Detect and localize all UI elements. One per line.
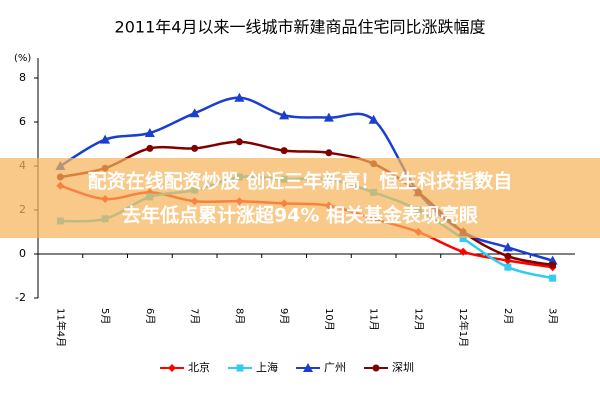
legend-label: 上海 bbox=[256, 360, 278, 374]
point bbox=[549, 274, 557, 282]
point bbox=[325, 149, 333, 157]
x-tick-label: 12年1月 bbox=[457, 308, 470, 347]
legend-label: 广州 bbox=[324, 361, 346, 374]
point bbox=[236, 364, 244, 372]
x-tick-label: 7月 bbox=[189, 308, 201, 324]
x-tick-label: 8月 bbox=[233, 308, 245, 324]
y-tick-label: 8 bbox=[19, 71, 26, 84]
y-tick-label: 0 bbox=[19, 247, 26, 260]
point bbox=[459, 235, 467, 243]
point bbox=[146, 144, 154, 152]
point bbox=[502, 242, 513, 252]
point bbox=[234, 92, 245, 102]
point bbox=[279, 110, 290, 120]
y-tick-label: 6 bbox=[19, 115, 26, 128]
legend-label: 深圳 bbox=[392, 361, 414, 374]
point bbox=[191, 144, 199, 152]
point bbox=[504, 252, 512, 260]
point bbox=[168, 364, 176, 372]
x-tick-label: 2月 bbox=[502, 308, 514, 324]
chart-title: 2011年4月以来一线城市新建商品住宅同比涨跌幅度 bbox=[115, 18, 486, 37]
point bbox=[372, 364, 380, 372]
point bbox=[368, 114, 379, 124]
point bbox=[100, 134, 111, 144]
x-tick-label: 6月 bbox=[144, 308, 156, 324]
x-tick-label: 10月 bbox=[323, 308, 335, 331]
x-tick-label: 12月 bbox=[412, 308, 424, 331]
point bbox=[547, 255, 558, 265]
x-tick-label: 11月 bbox=[368, 308, 380, 331]
point bbox=[323, 112, 334, 122]
x-tick-label: 3月 bbox=[547, 308, 559, 324]
x-tick-label: 9月 bbox=[278, 308, 290, 324]
point bbox=[235, 138, 243, 146]
x-tick-label: 11年4月 bbox=[54, 308, 67, 347]
point bbox=[189, 108, 200, 118]
point bbox=[504, 263, 512, 271]
banner bbox=[0, 158, 600, 238]
banner-text: 去年低点累计涨超94% 相关基金表现亮眼 bbox=[122, 204, 478, 227]
y-tick-label: -2 bbox=[15, 291, 26, 304]
point bbox=[144, 128, 155, 137]
point bbox=[459, 247, 468, 256]
point bbox=[280, 147, 288, 155]
banner-text: 配资在线配资炒股 创近三年新高！恒生科技指数自 bbox=[88, 170, 513, 193]
legend-label: 北京 bbox=[188, 360, 210, 374]
point bbox=[549, 261, 557, 269]
x-tick-label: 5月 bbox=[99, 308, 111, 324]
point bbox=[303, 363, 313, 372]
y-unit: (%) bbox=[14, 53, 31, 64]
